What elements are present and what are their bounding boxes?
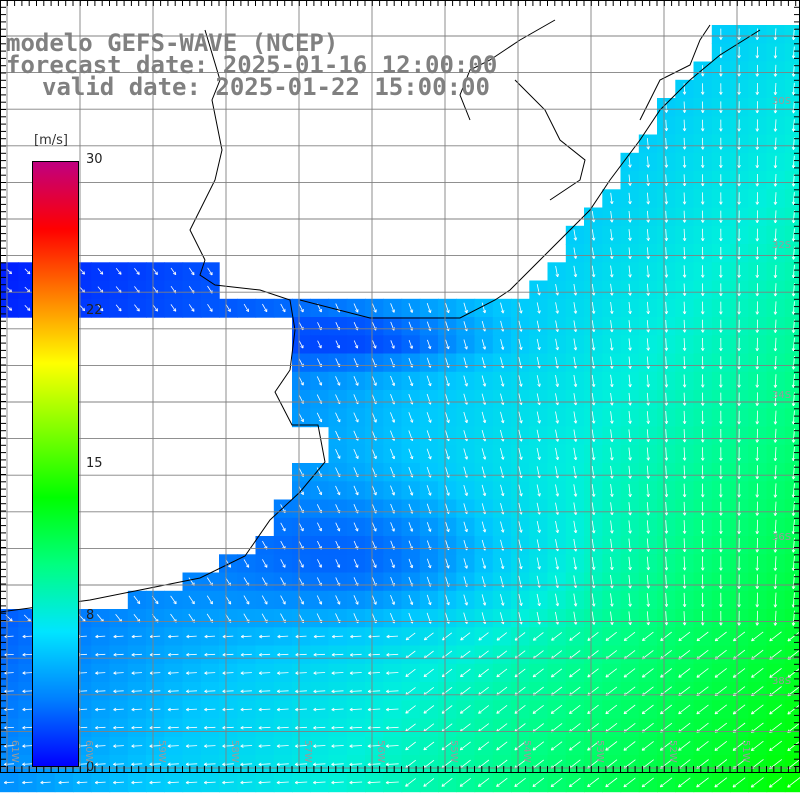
lat-lon-grid bbox=[0, 0, 800, 772]
colorbar-unit: [m/s] bbox=[34, 133, 68, 148]
lon-label-51w: 51W bbox=[740, 740, 751, 763]
colorbar-tick-22: 22 bbox=[86, 303, 103, 318]
coastlines bbox=[0, 19, 761, 613]
lat-label-30s: 30S bbox=[772, 96, 792, 107]
lon-label-59w: 59W bbox=[156, 740, 167, 763]
lon-label-55w: 55W bbox=[448, 740, 459, 763]
model-title: modelo GEFS-WAVE (NCEP) bbox=[6, 29, 339, 57]
lat-label-38s: 38S bbox=[772, 676, 792, 687]
lon-label-58w: 58W bbox=[229, 740, 240, 763]
forecast-date-title: forecast date: 2025-01-16 12:00:00 bbox=[6, 51, 498, 79]
wind-vectors bbox=[3, 28, 800, 788]
lon-label-53w: 53W bbox=[594, 740, 605, 763]
lon-label-52w: 52W bbox=[667, 740, 678, 763]
colorbar-tick-15: 15 bbox=[86, 456, 103, 471]
lat-label-36s: 36S bbox=[772, 532, 792, 543]
lon-label-56w: 56W bbox=[375, 740, 386, 763]
colorbar-tick-30: 30 bbox=[86, 152, 103, 167]
lon-label-61w: 61W bbox=[9, 740, 20, 763]
lon-label-57w: 57W bbox=[302, 740, 313, 763]
colorbar-tick-0: 0 bbox=[86, 760, 95, 775]
lon-label-60w: 60W bbox=[83, 740, 94, 763]
colorbar bbox=[32, 161, 79, 767]
lat-label-34s: 34S bbox=[772, 390, 792, 401]
valid-date-title: valid date: 2025-01-22 15:00:00 bbox=[42, 73, 490, 101]
lon-label-54w: 54W bbox=[521, 740, 532, 763]
lat-label-32s: 32S bbox=[772, 240, 792, 251]
colorbar-tick-8: 8 bbox=[86, 608, 95, 623]
